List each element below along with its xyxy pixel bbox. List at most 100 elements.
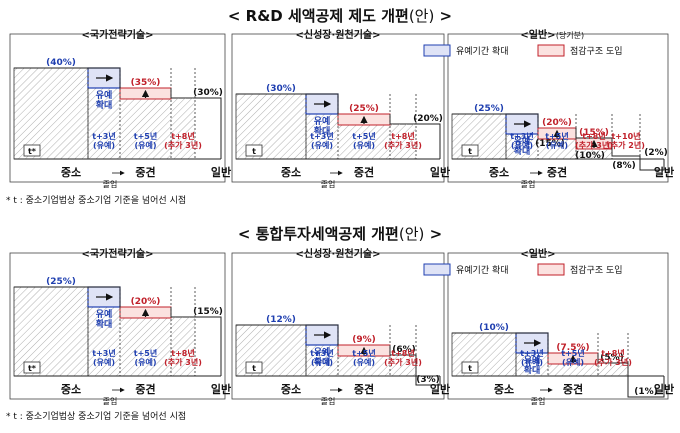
legend-extend-label: 유예기간 확대 bbox=[456, 45, 509, 57]
t-marker-label: t* bbox=[28, 147, 37, 156]
rate-sme: (40%) bbox=[46, 58, 76, 68]
period-label: t+3년 bbox=[92, 348, 115, 358]
t-marker-box bbox=[245, 144, 263, 157]
group-title: <국가전략기술> bbox=[82, 28, 154, 41]
rate-general: (15%) bbox=[193, 307, 223, 317]
rate-general-low: (2%) bbox=[644, 148, 668, 158]
defer-label: 유예 bbox=[514, 135, 531, 147]
legend-restructure-label: 점감구조 도입 bbox=[570, 45, 623, 57]
axis-label-sme: 중소 bbox=[489, 166, 509, 179]
rate-mid: (20%) bbox=[542, 118, 572, 128]
section-title: < R&D 세액공제 제도 개편(안) > bbox=[227, 7, 453, 25]
period-label: t+8년 bbox=[582, 131, 605, 141]
period-label: (유예) bbox=[93, 140, 115, 150]
axis-label-mid: 중견 bbox=[354, 382, 374, 396]
period-label: (추가 3년) bbox=[164, 140, 202, 150]
step-outline bbox=[575, 128, 665, 171]
legend-extend-swatch bbox=[423, 44, 451, 57]
period-label: t+5년 bbox=[352, 131, 375, 141]
group-title: <신성장·원천기술> bbox=[296, 28, 381, 41]
period-label: t+3년 bbox=[310, 131, 333, 141]
mid-block bbox=[598, 363, 628, 376]
axis-label-general: 일반 bbox=[430, 382, 450, 396]
period-label: t+5년 bbox=[545, 131, 568, 141]
period-label: (유예) bbox=[311, 140, 333, 150]
sme-block bbox=[13, 67, 89, 160]
mid-block bbox=[576, 149, 612, 159]
defer-label: 확대 bbox=[314, 356, 331, 368]
axis-label-sme: 중소 bbox=[61, 166, 81, 179]
rate-mid: (20%) bbox=[131, 297, 161, 307]
period-label: t+8년 bbox=[601, 348, 624, 358]
period-label: (유예) bbox=[134, 140, 156, 150]
rate-mid-prior: (15%) bbox=[535, 139, 565, 149]
period-label: (유예) bbox=[311, 357, 333, 367]
rate-general: (6%) bbox=[392, 345, 416, 355]
axis-label-general: 일반 bbox=[654, 382, 674, 396]
group-title: <국가전략기술> bbox=[82, 247, 154, 260]
period-label: (추가 3년) bbox=[384, 357, 422, 367]
rate-general: (8%) bbox=[612, 161, 636, 171]
axis-label-sme: 중소 bbox=[281, 383, 301, 396]
t-marker-box bbox=[23, 361, 41, 374]
t-marker-box bbox=[461, 361, 479, 374]
rate-sme: (30%) bbox=[266, 84, 296, 94]
axis-label-mid: 중견 bbox=[563, 382, 583, 396]
graduation-label: 졸업 bbox=[103, 180, 118, 189]
t-marker-label: t bbox=[468, 364, 472, 373]
axis-label-sme: 중소 bbox=[494, 383, 514, 396]
section-title-text: R&D 세액공제 제도 개편 bbox=[245, 7, 409, 25]
rate-sme: (25%) bbox=[46, 277, 76, 287]
axis-label-general: 일반 bbox=[211, 165, 231, 179]
section-title: < 통합투자세액공제 개편(안) > bbox=[237, 225, 443, 243]
period-label: t+3년 bbox=[310, 348, 333, 358]
period-label: t+8년 bbox=[391, 131, 414, 141]
rate-mid: (35%) bbox=[131, 78, 161, 88]
defer-label: 유예 bbox=[96, 308, 113, 320]
section-title-suffix: (안) bbox=[408, 7, 435, 25]
axis-label-sme: 중소 bbox=[281, 166, 301, 179]
graduation-label: 졸업 bbox=[321, 397, 336, 406]
defer-label: 유예 bbox=[314, 346, 331, 358]
period-label: (유예) bbox=[353, 140, 375, 150]
defer-label: 확대 bbox=[96, 318, 113, 330]
sme-block bbox=[13, 286, 89, 377]
section-title-text: 통합투자세액공제 개편 bbox=[255, 225, 399, 243]
sme-block bbox=[451, 113, 507, 160]
axis-label-sme: 중소 bbox=[61, 383, 81, 396]
legend-extend-label: 유예기간 확대 bbox=[456, 264, 509, 276]
panel-frame bbox=[447, 33, 669, 183]
panel-frame bbox=[231, 252, 445, 400]
rate-sme: (25%) bbox=[474, 104, 504, 114]
period-label: t+5년 bbox=[352, 348, 375, 358]
period-label: (유예) bbox=[134, 357, 156, 367]
graduation-label: 졸업 bbox=[321, 180, 336, 189]
panel-frame bbox=[9, 252, 226, 400]
period-label: (유예) bbox=[93, 357, 115, 367]
mid-block bbox=[390, 124, 416, 159]
section-integrated-investment: < 통합투자세액공제 개편(안) > <국가전략기술> <신성장·원천기술> <일반… bbox=[0, 216, 680, 433]
rate-mid: (7.5%) bbox=[556, 343, 589, 353]
period-label: t+3년 bbox=[520, 348, 543, 358]
rate-mid-2: (15%) bbox=[579, 128, 609, 138]
graduation-label: 졸업 bbox=[521, 180, 536, 189]
mid-block bbox=[171, 317, 195, 376]
panel-frame bbox=[9, 33, 226, 183]
period-label: t+3년 bbox=[92, 131, 115, 141]
mid-block bbox=[390, 355, 416, 376]
t-marker-label: t bbox=[468, 147, 472, 156]
t-marker-label: t bbox=[252, 364, 256, 373]
axis-label-mid: 중견 bbox=[354, 165, 374, 179]
rate-mid: (9%) bbox=[352, 335, 376, 345]
defer-label: 유예 bbox=[96, 89, 113, 101]
period-label: t+8년 bbox=[171, 348, 194, 358]
period-label: t+8년 bbox=[171, 131, 194, 141]
period-label: t+3년 bbox=[510, 131, 533, 141]
period-label: t+5년 bbox=[134, 348, 157, 358]
period-label: (추가 2년) bbox=[607, 140, 645, 150]
t-marker-box bbox=[23, 144, 41, 157]
axis-label-general: 일반 bbox=[430, 165, 450, 179]
graduation-label: 졸업 bbox=[103, 397, 118, 406]
defer-label: 확대 bbox=[524, 364, 541, 376]
period-label: (유예) bbox=[562, 357, 584, 367]
